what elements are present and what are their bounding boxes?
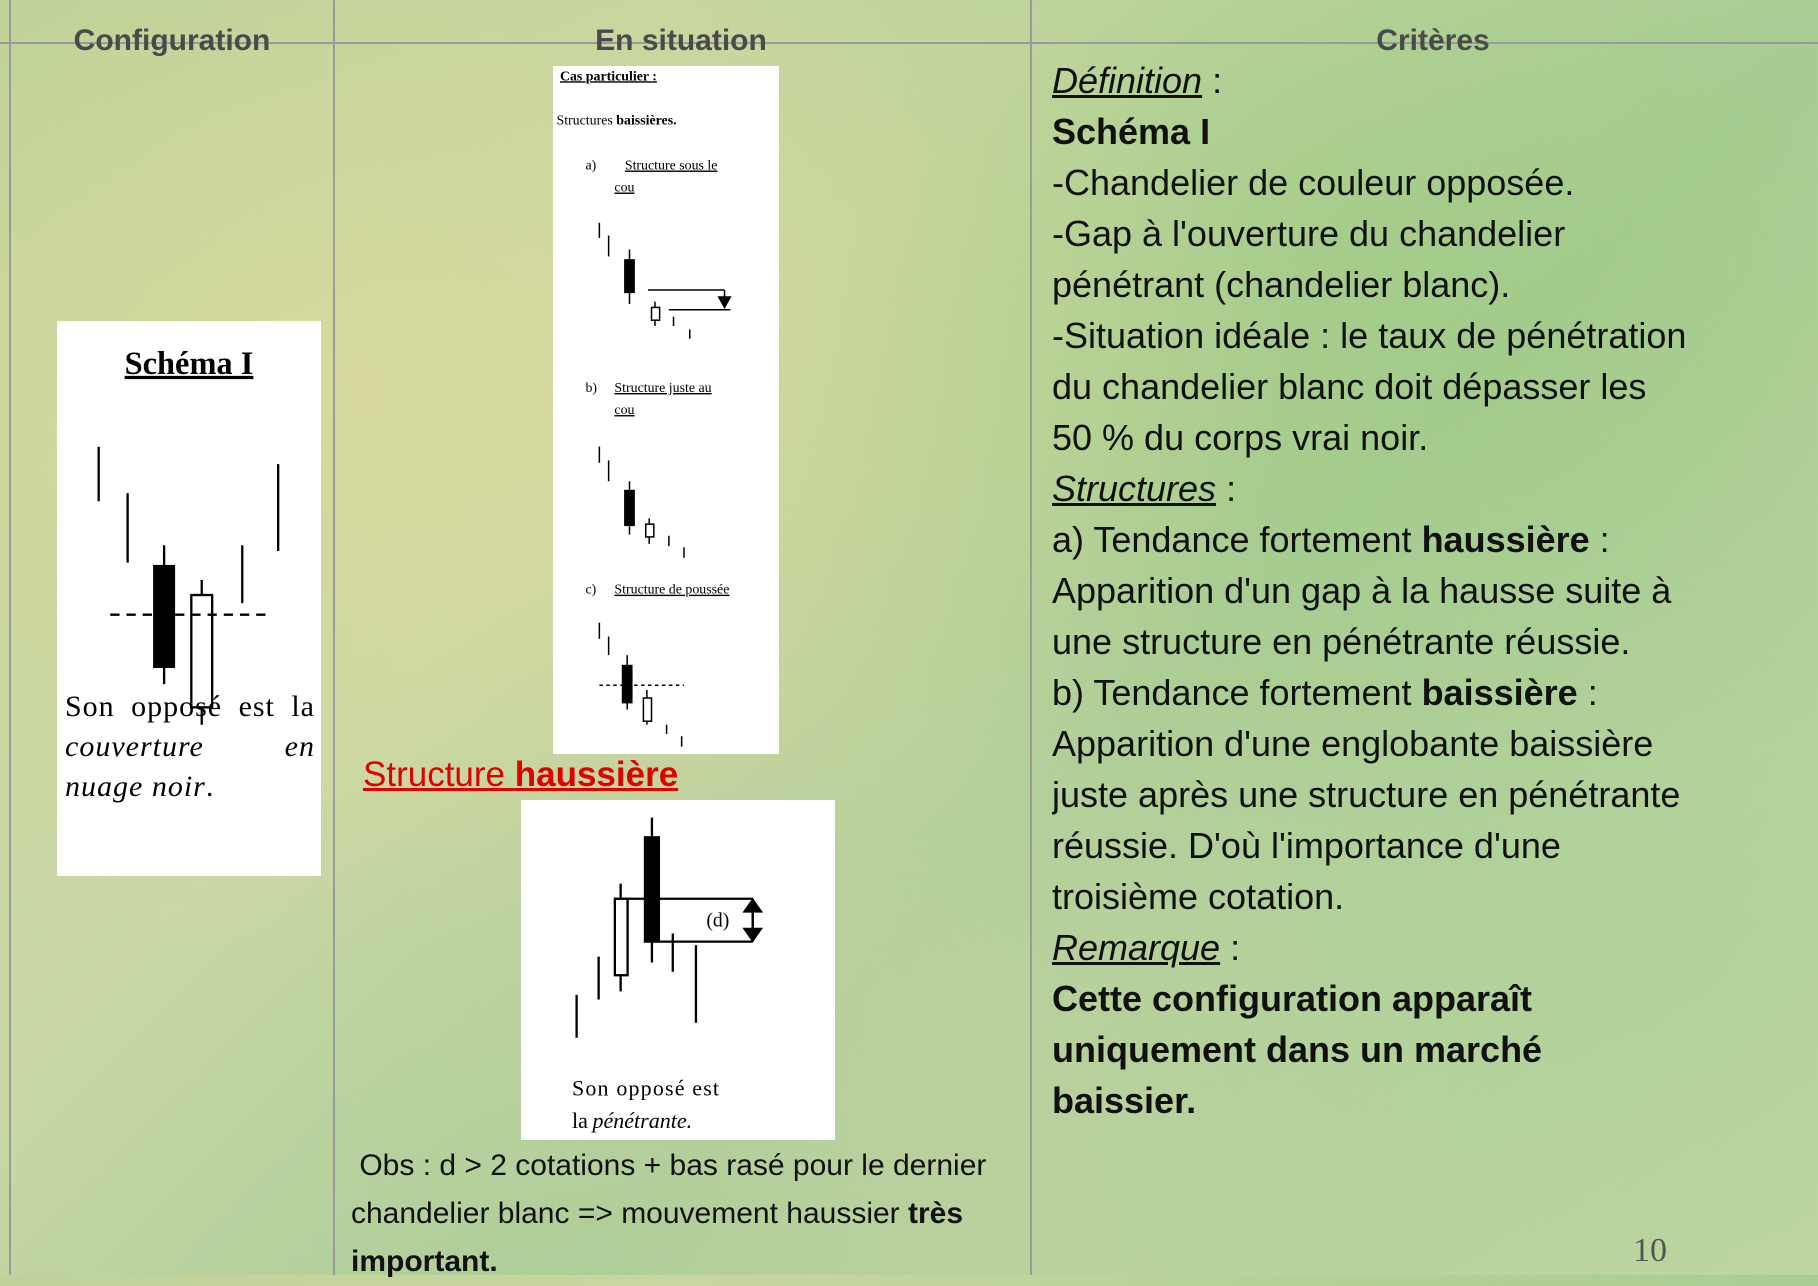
figure-caption: Son opposé est la couverture en nuage no…: [65, 687, 315, 807]
figure-subtitle: Structures baissières.: [556, 113, 676, 128]
criteria-segment: baissière: [1421, 672, 1578, 713]
criteria-line: une structure en pénétrante réussie.: [1052, 616, 1812, 667]
criteria-line: Définition :: [1052, 55, 1812, 106]
note-text: Obs : d > 2 cotations + bas rasé pour le…: [351, 1149, 987, 1230]
criteria-line: Remarque :: [1052, 922, 1812, 973]
criteria-segment: -Chandelier de couleur opposée.: [1052, 162, 1575, 203]
criteria-line: Apparition d'un gap à la hausse suite à: [1052, 565, 1812, 616]
criteria-segment: -Gap à l'ouverture du chandelier: [1052, 213, 1566, 254]
caption-text: la: [572, 1108, 588, 1133]
criteria-segment: :: [1202, 60, 1223, 101]
gap-label: (d): [706, 910, 729, 932]
figure-bullish: (d) Son opposé est la pénétrante.: [521, 800, 835, 1140]
column-header: Critères: [1376, 24, 1490, 57]
criteria-line: Schéma I: [1052, 106, 1812, 157]
criteria-text: Définition : Schéma I -Chandelier de coule…: [1052, 55, 1812, 1126]
criteria-segment: troisième cotation.: [1052, 876, 1345, 917]
criteria-segment: 50 % du corps vrai noir.: [1052, 417, 1429, 458]
criteria-segment: -Situation idéale : le taux de pénétrati…: [1052, 315, 1687, 356]
column-rule: [9, 0, 11, 1275]
observation-note: Obs : d > 2 cotations + bas rasé pour le…: [351, 1142, 1021, 1286]
criteria-line: Structures :: [1052, 463, 1812, 514]
criteria-segment: :: [1589, 519, 1610, 560]
figure-cases: Cas particulier : Structures baissières.…: [553, 66, 779, 754]
criteria-line: pénétrant (chandelier blanc).: [1052, 259, 1812, 310]
criteria-line: b) Tendance fortement baissière :: [1052, 667, 1812, 718]
criteria-segment: :: [1220, 927, 1241, 968]
criteria-segment: Cette configuration apparaît: [1052, 978, 1533, 1019]
criteria-line: a) Tendance fortement haussière :: [1052, 514, 1812, 565]
criteria-segment: b) Tendance fortement: [1052, 672, 1422, 713]
criteria-segment: :: [1216, 468, 1237, 509]
criteria-segment: Remarque: [1052, 927, 1221, 968]
criteria-line: uniquement dans un marché: [1052, 1024, 1812, 1075]
criteria-segment: une structure en pénétrante réussie.: [1052, 621, 1631, 662]
caption-text: Son opposé est la: [65, 690, 315, 723]
criteria-segment: Structures: [1052, 468, 1217, 509]
column-rule: [333, 0, 335, 1275]
case-diagrams: Cas particulier : Structures baissières.…: [556, 69, 732, 747]
subtitle-text: Structures: [556, 113, 612, 128]
column-header: Configuration: [73, 24, 271, 57]
criteria-line: du chandelier blanc doit dépasser les: [1052, 361, 1812, 412]
item-label: a): [585, 159, 596, 174]
criteria-segment: uniquement dans un marché: [1052, 1029, 1543, 1070]
criteria-line: -Chandelier de couleur opposée.: [1052, 157, 1812, 208]
item-text: Structure de poussée: [614, 583, 729, 598]
criteria-line: Apparition d'une englobante baissière: [1052, 718, 1812, 769]
column-header: En situation: [595, 24, 767, 57]
candles: (d) Son opposé est la pénétrante.: [572, 817, 764, 1133]
criteria-segment: Apparition d'une englobante baissière: [1052, 723, 1654, 764]
criteria-segment: haussière: [1421, 519, 1590, 560]
caption-end: .: [205, 770, 215, 803]
criteria-segment: Schéma I: [1052, 111, 1211, 152]
criteria-segment: Définition: [1052, 60, 1203, 101]
criteria-segment: baissier.: [1052, 1080, 1197, 1121]
figure-caption: la pénétrante.: [572, 1108, 692, 1133]
criteria-line: -Situation idéale : le taux de pénétrati…: [1052, 310, 1812, 361]
criteria-segment: pénétrant (chandelier blanc).: [1052, 264, 1511, 305]
subtitle-bold: baissières.: [616, 113, 676, 128]
caption-italic: couverture en nuage noir: [65, 730, 315, 803]
criteria-segment: :: [1577, 672, 1598, 713]
criteria-segment: du chandelier blanc doit dépasser les: [1052, 366, 1647, 407]
criteria-segment: juste après une structure en pénétrante: [1052, 774, 1681, 815]
item-text: Structure sous le: [625, 159, 718, 174]
criteria-line: troisième cotation.: [1052, 871, 1812, 922]
criteria-segment: Apparition d'un gap à la hausse suite à: [1052, 570, 1672, 611]
page-number: 10: [1633, 1232, 1667, 1269]
item-text: cou: [614, 181, 634, 196]
item-text: Structure juste au: [614, 381, 711, 396]
structure-link[interactable]: Structure haussière: [363, 755, 678, 795]
criteria-line: Cette configuration apparaît: [1052, 973, 1812, 1024]
criteria-line: réussie. D'où l'importance d'une: [1052, 820, 1812, 871]
candles: Schéma I: [97, 346, 280, 725]
criteria-segment: a) Tendance fortement: [1052, 519, 1422, 560]
figure-caption: Son opposé est: [572, 1076, 720, 1101]
link-text[interactable]: Structure: [363, 755, 505, 794]
criteria-line: juste après une structure en pénétrante: [1052, 769, 1812, 820]
header-rule: [0, 42, 1818, 44]
note-bold: très important.: [351, 1197, 964, 1278]
figure-title: Cas particulier :: [560, 69, 657, 84]
figure-schema: Schéma I Son opposé est la couverture en…: [57, 321, 321, 876]
criteria-line: 50 % du corps vrai noir.: [1052, 412, 1812, 463]
link-bold[interactable]: haussière: [514, 755, 679, 794]
figure-title: Schéma I: [125, 346, 254, 382]
item-label: c): [585, 583, 596, 598]
column-rule: [1030, 0, 1032, 1275]
criteria-line: -Gap à l'ouverture du chandelier: [1052, 208, 1812, 259]
criteria-segment: réussie. D'où l'importance d'une: [1052, 825, 1561, 866]
item-text: cou: [614, 403, 634, 418]
caption-italic: pénétrante.: [591, 1108, 693, 1133]
item-label: b): [585, 381, 597, 396]
criteria-line: baissier.: [1052, 1075, 1812, 1126]
